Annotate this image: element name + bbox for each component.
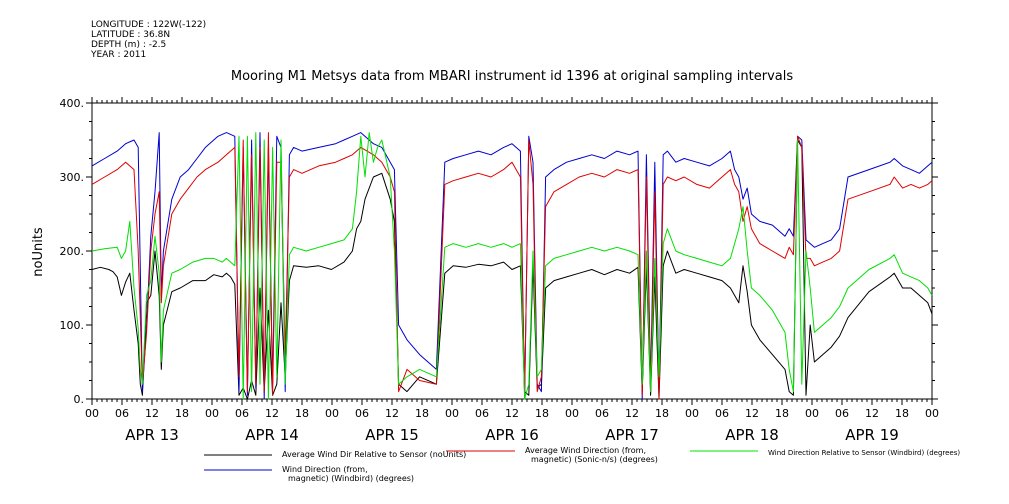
x-tick-label: 00 (205, 407, 219, 420)
x-day-label: APR 18 (725, 426, 779, 444)
series-line-avg_dir_sensor (91, 139, 933, 400)
x-tick-label: 00 (85, 407, 99, 420)
legend-label-line2-avg_wind_dir: magnetic) (Sonic-n/s) (degrees) (531, 455, 658, 464)
x-tick-label: 06 (475, 407, 489, 420)
x-tick-label: 12 (265, 407, 279, 420)
x-tick-label: 18 (175, 407, 189, 420)
legend-label-wind_dir: Wind Direction (from, (282, 465, 368, 474)
x-tick-label: 06 (835, 407, 849, 420)
y-tick-label: 300. (60, 171, 85, 184)
x-day-label: APR 17 (605, 426, 659, 444)
x-tick-label: 06 (355, 407, 369, 420)
x-day-label: APR 19 (845, 426, 899, 444)
x-tick-label: 06 (235, 407, 249, 420)
chart-title: Mooring M1 Metsys data from MBARI instru… (231, 69, 793, 84)
series-line-wind_dir (91, 132, 933, 400)
x-tick-label: 00 (565, 407, 579, 420)
y-tick-label: 0. (74, 393, 85, 406)
y-tick-label: 400. (60, 97, 85, 110)
x-tick-label: 00 (685, 407, 699, 420)
y-axis-label: noUnits (31, 227, 46, 277)
x-day-label: APR 16 (485, 426, 539, 444)
x-tick-label: 06 (115, 407, 129, 420)
legend-label-avg_dir_sensor: Average Wind Dir Relative to Sensor (noU… (282, 450, 466, 459)
x-day-label: APR 14 (245, 426, 299, 444)
x-day-label: APR 15 (365, 426, 419, 444)
x-tick-label: 18 (895, 407, 909, 420)
x-tick-label: 00 (445, 407, 459, 420)
x-tick-label: 12 (505, 407, 519, 420)
x-tick-label: 00 (805, 407, 819, 420)
longitude-text: LONGITUDE : 122W(-122) (91, 20, 207, 30)
x-tick-label: 12 (625, 407, 639, 420)
x-tick-label: 18 (775, 407, 789, 420)
x-tick-label: 12 (385, 407, 399, 420)
y-tick-label: 200. (60, 245, 85, 258)
legend-label-line2-wind_dir: magnetic) (Windbird) (degrees) (288, 474, 414, 483)
x-tick-label: 00 (925, 407, 939, 420)
x-day-label: APR 13 (125, 426, 179, 444)
legend-label-wind_dir_sensor: Wind Direction Relative to Sensor (Windb… (768, 449, 960, 457)
x-tick-label: 18 (535, 407, 549, 420)
series-line-wind_dir_sensor (91, 132, 933, 400)
series-layer (91, 132, 933, 400)
x-tick-label: 06 (715, 407, 729, 420)
x-tick-label: 00 (325, 407, 339, 420)
legend-label-avg_wind_dir: Average Wind Direction (from, (525, 446, 646, 455)
tick-layer: 0. 100. 200. 300. 400. 00 06 12 18 00 06 12 18 00 06 12… (60, 97, 939, 444)
depth-text: DEPTH (m) : -2.5 (91, 40, 167, 50)
x-tick-label: 06 (595, 407, 609, 420)
x-tick-label: 18 (295, 407, 309, 420)
x-tick-label: 18 (415, 407, 429, 420)
station-metadata: LONGITUDE : 122W(-122) LATITUDE : 36.8N … (91, 20, 206, 60)
x-tick-label: 18 (655, 407, 669, 420)
legend: Average Wind Dir Relative to Sensor (noU… (204, 446, 960, 483)
latitude-text: LATITUDE : 36.8N (91, 30, 171, 40)
y-tick-label: 100. (60, 319, 85, 332)
x-tick-label: 12 (865, 407, 879, 420)
x-tick-label: 12 (145, 407, 159, 420)
x-tick-label: 12 (745, 407, 759, 420)
year-text: YEAR : 2011 (91, 50, 147, 60)
series-line-avg_wind_dir (91, 132, 933, 400)
